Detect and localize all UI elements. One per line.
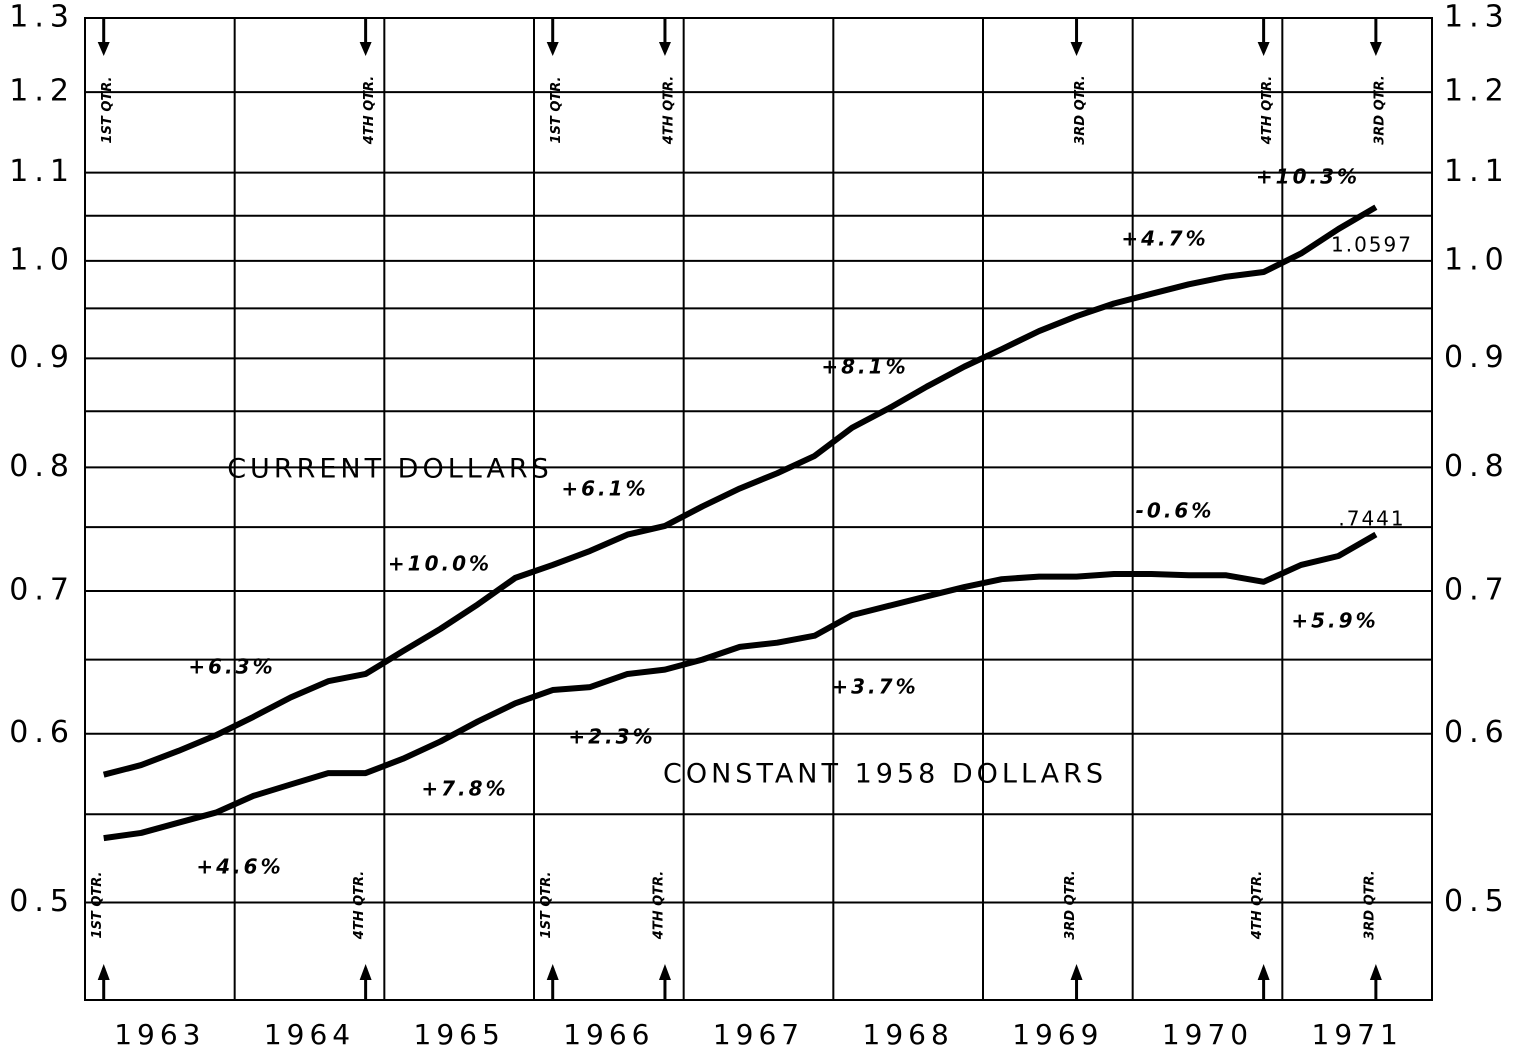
x-tick-label: 1968 — [863, 1018, 954, 1051]
y-tick-label: 0.5 — [9, 884, 75, 919]
x-tick-label: 1963 — [114, 1018, 205, 1051]
plot-frame — [84, 17, 1433, 1001]
marker-arrow — [1369, 964, 1382, 980]
marker-arrow — [97, 964, 110, 980]
marker-label: 1ST QTR. — [100, 77, 115, 144]
growth-annotation: +10.3% — [1256, 165, 1360, 189]
growth-annotation: +7.8% — [421, 777, 508, 801]
data-line — [103, 531, 1378, 842]
x-tick-label: 1966 — [563, 1018, 654, 1051]
growth-annotation: +10.0% — [388, 552, 492, 576]
marker-label: 3RD QTR. — [1073, 75, 1088, 144]
y-tick-label: 1.3 — [9, 0, 75, 35]
y-tick-label: 1.2 — [9, 74, 75, 109]
y-tick-label: 0.6 — [9, 715, 75, 750]
marker-label: 3RD QTR. — [1362, 870, 1377, 939]
marker-label: 4TH QTR. — [362, 76, 377, 145]
x-tick-label: 1965 — [414, 1018, 505, 1051]
growth-annotation: -0.6% — [1136, 499, 1215, 523]
marker-arrow — [1369, 42, 1382, 56]
marker-label: 3RD QTR. — [1372, 75, 1387, 144]
y-tick-label: 0.9 — [9, 340, 75, 375]
growth-annotation: +8.1% — [821, 355, 908, 379]
y2-tick-label: 0.9 — [1444, 340, 1510, 375]
marker-label: 3RD QTR. — [1063, 870, 1078, 939]
y-tick-label: 1.0 — [9, 242, 75, 277]
end-value-label: 1.0597 — [1331, 233, 1413, 257]
marker-arrow — [97, 42, 110, 56]
marker-arrow — [1257, 964, 1270, 980]
x-tick-label: 1970 — [1162, 1018, 1253, 1051]
y2-tick-label: 1.1 — [1444, 154, 1510, 189]
growth-annotation: +2.3% — [568, 725, 655, 749]
y-tick-label: 1.1 — [9, 154, 75, 189]
y2-tick-label: 0.8 — [1444, 449, 1510, 484]
growth-annotation: +5.9% — [1291, 609, 1378, 633]
y2-tick-label: 0.6 — [1444, 715, 1510, 750]
series-label: CURRENT DOLLARS — [227, 454, 553, 485]
marker-label: 1ST QTR. — [90, 872, 105, 939]
x-tick-label: 1969 — [1012, 1018, 1103, 1051]
marker-label: 4TH QTR. — [651, 871, 666, 940]
marker-label: 4TH QTR. — [352, 871, 367, 940]
marker-label: 1ST QTR. — [539, 872, 554, 939]
end-value-label: .7441 — [1338, 507, 1405, 531]
marker-arrow — [1257, 42, 1270, 56]
y2-tick-label: 0.5 — [1444, 884, 1510, 919]
series-label: CONSTANT 1958 DOLLARS — [663, 759, 1107, 790]
growth-annotation: +6.3% — [188, 655, 275, 679]
y-tick-label: 0.8 — [9, 449, 75, 484]
x-tick-label: 1964 — [264, 1018, 355, 1051]
growth-annotation: +3.7% — [831, 675, 918, 699]
growth-annotation: +6.1% — [561, 477, 648, 501]
marker-arrow — [546, 964, 559, 980]
growth-annotation: +4.7% — [1121, 227, 1208, 251]
marker-label: 4TH QTR. — [1250, 871, 1265, 940]
y-tick-label: 0.7 — [9, 573, 75, 608]
marker-arrow — [546, 42, 559, 56]
data-line — [102, 204, 1378, 778]
marker-arrow — [1070, 42, 1083, 56]
y2-tick-label: 1.0 — [1444, 242, 1510, 277]
marker-arrow — [658, 964, 671, 980]
y2-tick-label: 0.7 — [1444, 573, 1510, 608]
marker-arrow — [658, 42, 671, 56]
x-tick-label: 1967 — [713, 1018, 804, 1051]
marker-arrow — [1070, 964, 1083, 980]
growth-annotation: +4.6% — [196, 855, 283, 879]
y2-tick-label: 1.2 — [1444, 74, 1510, 109]
marker-label: 1ST QTR. — [549, 77, 564, 144]
y2-tick-label: 1.3 — [1444, 0, 1510, 35]
x-tick-label: 1971 — [1312, 1018, 1403, 1051]
marker-label: 4TH QTR. — [661, 76, 676, 145]
marker-arrow — [359, 964, 372, 980]
marker-arrow — [359, 42, 372, 56]
marker-label: 4TH QTR. — [1260, 76, 1275, 145]
